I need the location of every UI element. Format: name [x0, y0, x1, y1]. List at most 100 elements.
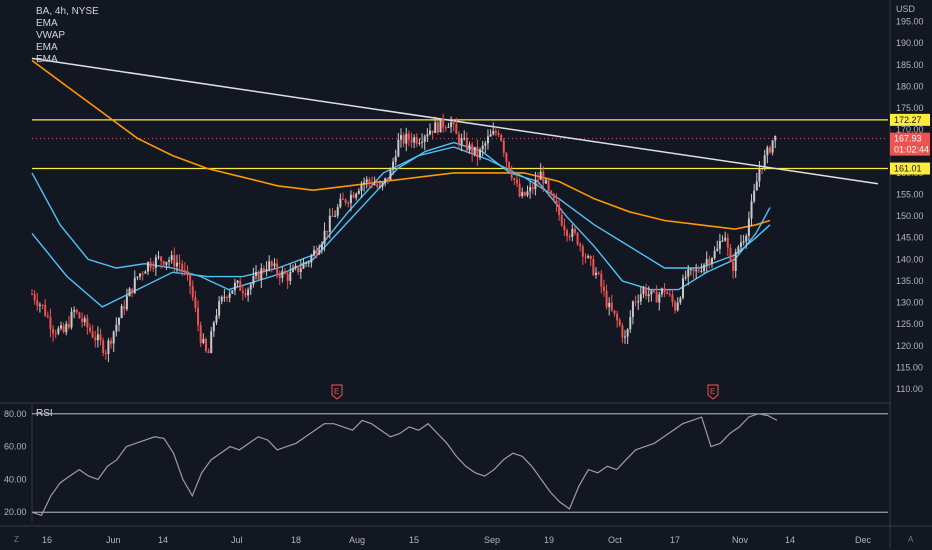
time-tick-label: 14	[158, 535, 168, 545]
candle-body	[173, 255, 176, 267]
earnings-marker-label: E	[334, 387, 339, 396]
candle-body	[86, 318, 89, 328]
candle-body	[428, 130, 431, 135]
timezone-icon[interactable]: Z	[14, 535, 19, 544]
candle-body	[215, 315, 218, 323]
legend-ema-3[interactable]: EMA	[36, 54, 58, 65]
candle-body	[766, 147, 769, 156]
candle-body	[146, 262, 149, 272]
candle-body	[737, 246, 740, 252]
candle-body	[228, 293, 231, 298]
candle-body	[162, 261, 165, 265]
earnings-marker-label: E	[710, 387, 715, 396]
candle-body	[252, 275, 255, 285]
candle-body	[750, 201, 753, 219]
candle-body	[107, 340, 110, 354]
candle-body	[91, 331, 94, 338]
candle-body	[515, 179, 518, 184]
candle-body	[621, 325, 624, 338]
price-tick-label: 185.00	[896, 60, 924, 70]
auto-scale-icon[interactable]: A	[908, 535, 914, 544]
candle-body	[299, 268, 302, 273]
legend-ema-1[interactable]: EMA	[36, 18, 58, 29]
candle-body	[494, 130, 497, 133]
candle-body	[133, 277, 136, 293]
candle-body	[363, 182, 366, 184]
candle-body	[676, 302, 679, 311]
candle-body	[613, 310, 616, 314]
candle-body	[431, 130, 434, 133]
candle-body	[421, 141, 424, 143]
legend-symbol[interactable]: BA, 4h, NYSE	[36, 6, 99, 17]
candle-body	[233, 282, 236, 291]
support-price-tag: 161.01	[894, 164, 922, 174]
candle-body	[608, 302, 611, 308]
candle-body	[31, 293, 33, 295]
candle-body	[534, 179, 537, 190]
rsi-line	[31, 413, 778, 517]
candle-body	[587, 255, 590, 258]
current-price-tag: 167.93	[894, 134, 922, 144]
candle-body	[94, 337, 97, 341]
candle-body	[510, 170, 513, 179]
candle-body	[729, 247, 732, 263]
candle-body	[647, 294, 650, 297]
price-tick-label: 150.00	[896, 211, 924, 221]
candle-body	[110, 340, 113, 344]
candle-body	[407, 133, 410, 140]
candle-body	[199, 324, 202, 343]
candle-body	[313, 250, 316, 256]
candle-body	[423, 136, 426, 142]
candle-body	[732, 262, 735, 271]
candle-body	[697, 269, 700, 272]
candle-body	[291, 268, 294, 272]
candle-body	[286, 273, 289, 281]
candle-body	[410, 139, 413, 143]
candle-body	[81, 318, 84, 323]
candle-body	[444, 127, 447, 129]
candle-body	[402, 135, 405, 144]
candle-body	[631, 301, 634, 318]
candle-body	[278, 273, 281, 278]
candle-body	[202, 338, 205, 343]
candle-body	[281, 270, 284, 278]
legend-vwap[interactable]: VWAP	[36, 30, 66, 41]
candle-body	[716, 248, 719, 251]
candle-body	[660, 288, 663, 295]
candle-body	[463, 138, 466, 140]
candle-body	[681, 278, 684, 298]
earnings-marker[interactable]: E	[707, 384, 719, 400]
candle-body	[36, 300, 39, 306]
time-tick-label: Dec	[855, 535, 872, 545]
earnings-marker[interactable]: E	[331, 384, 343, 400]
rsi-label[interactable]: RSI	[36, 408, 53, 419]
candle-body	[502, 140, 505, 153]
candle-body	[497, 132, 500, 135]
candle-body	[270, 261, 273, 267]
candle-body	[320, 243, 323, 250]
legend-ema-2[interactable]: EMA	[36, 42, 58, 53]
candle-body	[508, 162, 511, 171]
candle-body	[563, 225, 566, 231]
candle-body	[434, 122, 437, 133]
current-price-tag-bg	[890, 132, 930, 156]
candle-body	[175, 262, 178, 267]
resistance-price-tag-bg	[890, 113, 930, 126]
candle-body	[689, 269, 692, 271]
candle-body	[212, 322, 215, 332]
candle-body	[144, 271, 147, 274]
candle-body	[381, 182, 384, 187]
candle-body	[695, 269, 698, 272]
candle-body	[125, 296, 128, 310]
candle-body	[197, 307, 200, 325]
candle-body	[360, 183, 363, 191]
candle-body	[141, 273, 144, 275]
candle-body	[455, 123, 458, 135]
candle-body	[178, 262, 181, 265]
candle-body	[450, 122, 453, 128]
candle-body	[386, 178, 389, 181]
time-tick-label: Jun	[106, 535, 121, 545]
candle-body	[157, 256, 160, 258]
rsi-tick-label: 80.00	[4, 409, 27, 419]
